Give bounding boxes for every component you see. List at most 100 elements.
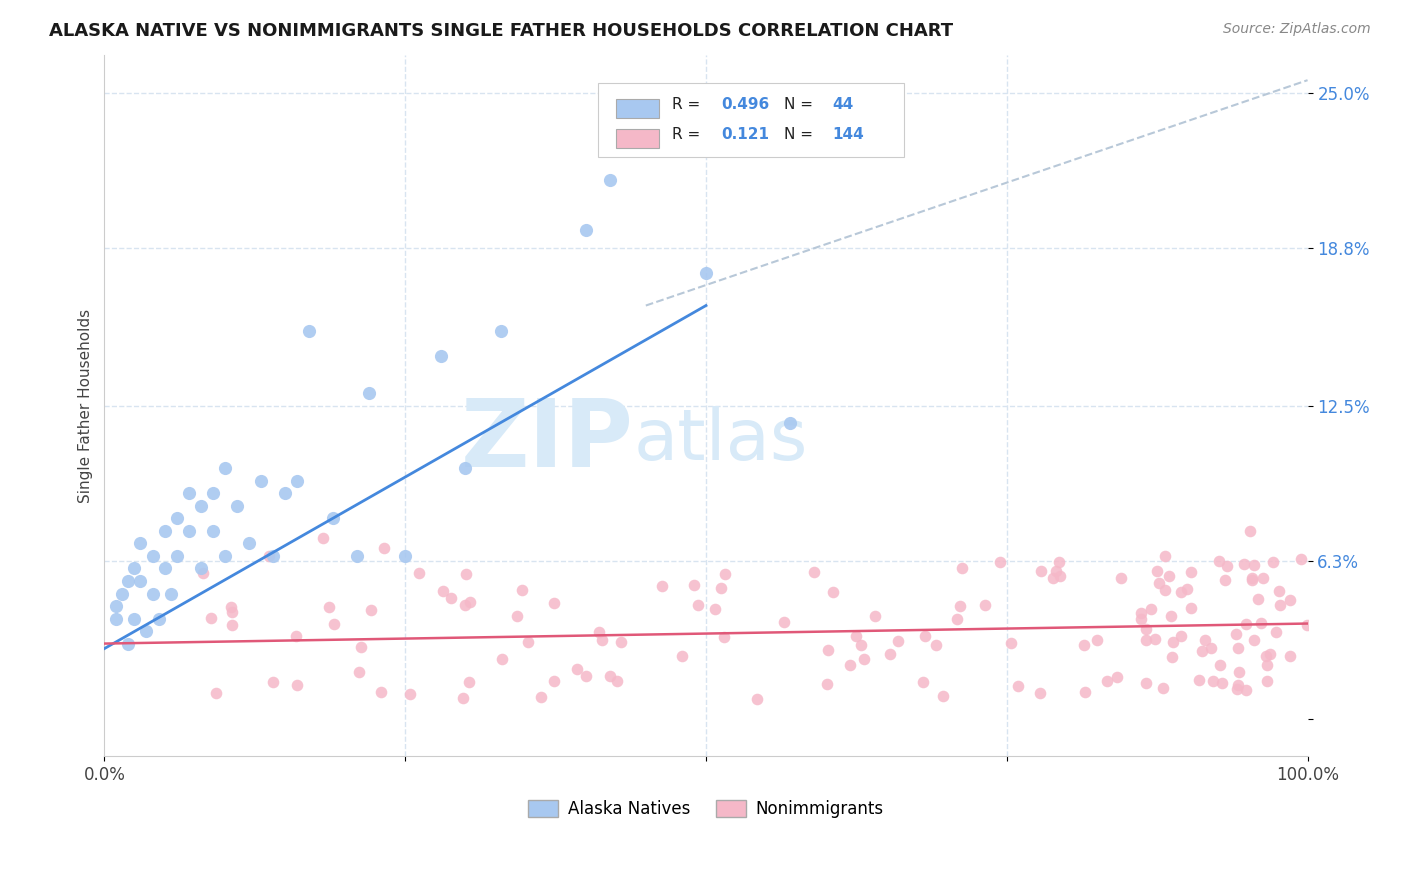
Point xyxy=(1225,627,1247,641)
Point xyxy=(575,669,598,683)
Point xyxy=(284,629,307,643)
Point xyxy=(745,691,768,706)
Point xyxy=(529,690,551,705)
Text: ZIP: ZIP xyxy=(461,395,634,487)
Point xyxy=(1240,573,1263,587)
Point xyxy=(1226,682,1249,697)
Point xyxy=(408,566,430,580)
Point xyxy=(1258,648,1281,662)
Point xyxy=(845,630,868,644)
Point xyxy=(695,266,717,280)
Point xyxy=(225,499,247,513)
Point xyxy=(599,669,621,683)
Point xyxy=(543,673,565,688)
Point xyxy=(129,574,152,588)
Point xyxy=(141,549,163,563)
Point xyxy=(454,598,477,612)
Point xyxy=(912,674,935,689)
Point xyxy=(214,549,236,563)
Point xyxy=(323,616,346,631)
Point xyxy=(322,511,344,525)
Text: ALASKA NATIVE VS NONIMMIGRANTS SINGLE FATHER HOUSEHOLDS CORRELATION CHART: ALASKA NATIVE VS NONIMMIGRANTS SINGLE FA… xyxy=(49,22,953,40)
Point xyxy=(159,586,181,600)
Point xyxy=(177,524,200,538)
Point xyxy=(1211,676,1233,690)
Text: N =: N = xyxy=(785,96,818,112)
Point xyxy=(1007,679,1029,693)
Point xyxy=(105,611,128,625)
Point xyxy=(221,605,243,619)
Point xyxy=(457,675,479,690)
Point xyxy=(200,611,222,625)
Point xyxy=(606,673,628,688)
Point xyxy=(591,633,613,648)
Point xyxy=(204,686,226,700)
Point xyxy=(713,630,735,644)
Point xyxy=(346,549,368,563)
Point xyxy=(1254,649,1277,664)
FancyBboxPatch shape xyxy=(616,99,659,119)
Point xyxy=(1029,564,1052,578)
Point xyxy=(148,611,170,625)
Point xyxy=(1188,673,1211,688)
Point xyxy=(1160,608,1182,623)
Point xyxy=(671,649,693,664)
Point xyxy=(238,536,260,550)
Point xyxy=(1047,555,1070,569)
FancyBboxPatch shape xyxy=(616,128,659,148)
Point xyxy=(394,549,416,563)
Point xyxy=(1085,633,1108,648)
Point xyxy=(1227,640,1250,655)
Point xyxy=(359,386,381,401)
Point xyxy=(1175,582,1198,596)
Point xyxy=(129,536,152,550)
Point xyxy=(1251,571,1274,585)
Point xyxy=(491,324,513,338)
Point xyxy=(285,678,308,692)
Point xyxy=(1265,625,1288,640)
Text: Source: ZipAtlas.com: Source: ZipAtlas.com xyxy=(1223,22,1371,37)
Point xyxy=(815,677,838,691)
Point xyxy=(599,173,621,187)
Point xyxy=(1140,602,1163,616)
Point xyxy=(1042,571,1064,585)
Point xyxy=(350,640,373,654)
Point xyxy=(1233,557,1256,571)
Point xyxy=(651,579,673,593)
Point xyxy=(1135,622,1157,636)
Point xyxy=(988,556,1011,570)
Point xyxy=(370,685,392,699)
Point xyxy=(1143,632,1166,647)
Point xyxy=(124,611,146,625)
Point xyxy=(347,665,370,680)
Point xyxy=(714,567,737,582)
Point xyxy=(166,549,188,563)
Point xyxy=(1111,571,1133,585)
Text: R =: R = xyxy=(672,127,710,142)
Point xyxy=(274,486,297,500)
Point xyxy=(1295,617,1317,632)
Point xyxy=(399,688,422,702)
Point xyxy=(1202,673,1225,688)
Point xyxy=(803,566,825,580)
Point xyxy=(1170,585,1192,599)
Point xyxy=(262,675,284,690)
Point xyxy=(141,586,163,600)
FancyBboxPatch shape xyxy=(598,83,904,157)
Text: 0.496: 0.496 xyxy=(721,96,770,112)
Point xyxy=(262,549,284,563)
Point xyxy=(1199,640,1222,655)
Point xyxy=(1147,575,1170,590)
Point xyxy=(512,582,534,597)
Point xyxy=(1049,568,1071,582)
Point xyxy=(1270,598,1292,612)
Point xyxy=(190,561,212,575)
Y-axis label: Single Father Households: Single Father Households xyxy=(79,309,93,503)
Text: R =: R = xyxy=(672,96,706,112)
Point xyxy=(454,461,477,475)
Point xyxy=(1163,634,1185,648)
Point xyxy=(190,499,212,513)
Point xyxy=(430,349,453,363)
Point xyxy=(1180,601,1202,615)
Point xyxy=(1216,558,1239,573)
